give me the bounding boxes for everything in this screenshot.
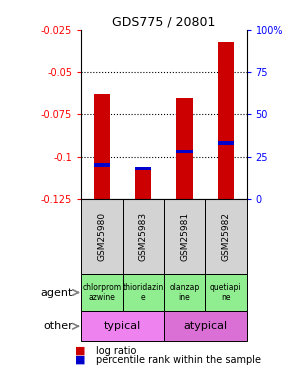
Bar [81, 274, 122, 311]
Bar [81, 311, 164, 341]
Bar [81, 199, 122, 274]
Bar [176, 150, 193, 153]
Text: GSM25982: GSM25982 [221, 212, 230, 261]
Bar [94, 94, 110, 199]
Text: GSM25980: GSM25980 [97, 211, 106, 261]
Bar [218, 141, 234, 145]
Text: atypical: atypical [183, 321, 227, 331]
Text: ■: ■ [75, 355, 86, 365]
Text: GSM25983: GSM25983 [139, 211, 148, 261]
Bar [135, 166, 151, 170]
Text: GSM25981: GSM25981 [180, 211, 189, 261]
Bar [94, 164, 110, 166]
Text: chlorprom
azwine: chlorprom azwine [82, 283, 122, 302]
Bar [218, 42, 234, 199]
Bar [205, 274, 246, 311]
Bar [164, 199, 205, 274]
Text: thioridazin
e: thioridazin e [123, 283, 164, 302]
Text: percentile rank within the sample: percentile rank within the sample [96, 355, 261, 365]
Bar [135, 166, 151, 199]
Text: other: other [43, 321, 73, 331]
Text: log ratio: log ratio [96, 346, 136, 355]
Bar [122, 199, 164, 274]
Text: typical: typical [104, 321, 141, 331]
Bar [164, 274, 205, 311]
Bar [205, 199, 246, 274]
Bar [176, 98, 193, 199]
Bar [122, 274, 164, 311]
Text: agent: agent [41, 288, 73, 297]
Bar [164, 311, 246, 341]
Text: ■: ■ [75, 346, 86, 355]
Text: olanzap
ine: olanzap ine [169, 283, 200, 302]
Title: GDS775 / 20801: GDS775 / 20801 [112, 16, 215, 29]
Text: quetiapi
ne: quetiapi ne [210, 283, 242, 302]
